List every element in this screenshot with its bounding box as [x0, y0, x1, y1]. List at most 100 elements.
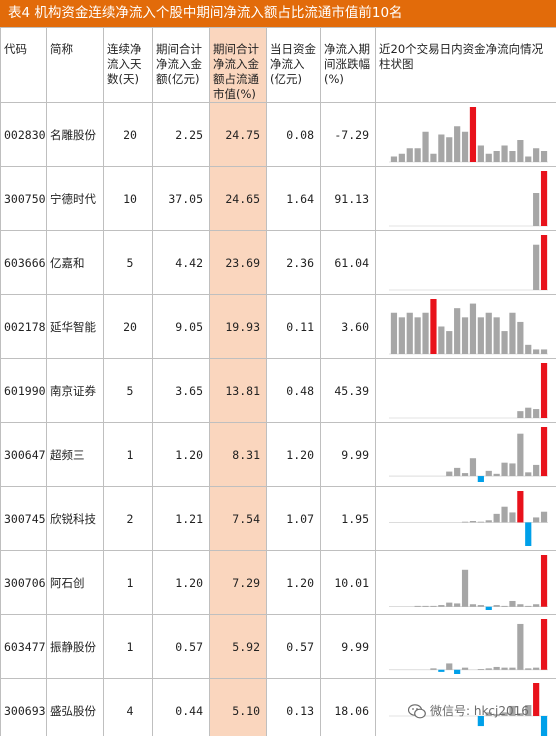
cell-flow-chart: [375, 550, 556, 615]
flow-bar: [461, 569, 469, 607]
flow-bar: [446, 331, 453, 354]
table-row: 601990 南京证券 5 3.65 13.81 0.48 45.39: [0, 358, 556, 423]
flow-bar: [533, 604, 540, 607]
flow-bar: [517, 713, 524, 716]
flow-bar: [438, 669, 445, 672]
flow-bar: [533, 349, 540, 354]
flow-bar: [533, 517, 540, 523]
flow-bar: [509, 312, 516, 354]
flow-bar: [509, 463, 516, 477]
flow-bar: [533, 464, 540, 477]
flow-bar: [540, 511, 548, 523]
cell-ratio: 7.29: [209, 550, 267, 615]
flow-bar: [406, 312, 413, 354]
flow-bar: [540, 349, 548, 354]
cell-today: 1.20: [266, 422, 321, 487]
table-body: 002830 名雕股份 20 2.25 24.75 0.08 -7.29 300750 宁德时代…: [0, 102, 556, 736]
flow-bar: [509, 600, 516, 607]
flow-bar: [533, 683, 540, 716]
header-ratio: 期间合计净流入金额占流通市值(%): [209, 27, 267, 103]
cell-flow-chart: [375, 166, 556, 231]
table-row: 603477 振静股份 1 0.57 5.92 0.57 9.99: [0, 614, 556, 679]
cell-today: 1.20: [266, 550, 321, 615]
flow-bar: [525, 605, 532, 607]
cell-flow-chart: [375, 102, 556, 167]
cell-code: 300745: [0, 486, 47, 551]
cell-change: -7.29: [320, 102, 376, 167]
flow-bar: [438, 605, 445, 607]
cell-flow-chart: [375, 678, 556, 736]
flow-bar: [509, 151, 516, 162]
cell-today: 0.11: [266, 294, 321, 359]
wechat-icon: [408, 704, 426, 719]
flow-bar: [414, 148, 421, 162]
flow-bar: [501, 667, 508, 670]
flow-bar: [517, 604, 524, 607]
header-row: 代码 简称 连续净流入天数(天) 期间合计净流入金额(亿元) 期间合计净流入金额…: [0, 27, 556, 103]
flow-bar: [493, 605, 500, 607]
cell-code: 603666: [0, 230, 47, 295]
cell-code: 601990: [0, 358, 47, 423]
header-change: 净流入期间涨跌幅(%): [320, 27, 376, 103]
flow-bar: [485, 312, 492, 354]
watermark-text: 微信号: hkcj2016: [430, 704, 529, 718]
cell-code: 300693: [0, 678, 47, 736]
cell-ratio: 5.92: [209, 614, 267, 679]
flow-bar: [446, 137, 453, 162]
flow-bar-chart: [389, 427, 548, 482]
header-today: 当日资金净流入(亿元): [266, 27, 321, 103]
flow-bar: [509, 512, 516, 523]
flow-bar: [406, 148, 413, 162]
cell-name: 南京证券: [46, 358, 104, 423]
cell-days: 1: [103, 614, 153, 679]
flow-bar: [477, 716, 484, 727]
cell-code: 603477: [0, 614, 47, 679]
flow-bar: [517, 411, 524, 419]
flow-bar: [540, 619, 548, 670]
header-chart: 近20个交易日内资金净流向情况柱状图: [375, 27, 556, 103]
flow-bar: [540, 235, 548, 290]
flow-bar: [461, 317, 469, 354]
flow-bar: [422, 131, 429, 162]
cell-today: 1.07: [266, 486, 321, 551]
cell-amount: 9.05: [152, 294, 210, 359]
flow-bar: [430, 153, 437, 162]
flow-bar: [485, 470, 492, 477]
flow-bar: [477, 521, 484, 523]
flow-bar: [501, 331, 508, 354]
cell-days: 2: [103, 486, 153, 551]
flow-bar: [454, 467, 461, 477]
cell-today: 0.13: [266, 678, 321, 736]
cell-today: 1.64: [266, 166, 321, 231]
header-amount: 期间合计净流入金额(亿元): [152, 27, 210, 103]
cell-code: 002178: [0, 294, 47, 359]
cell-amount: 37.05: [152, 166, 210, 231]
flow-bar: [533, 148, 540, 162]
flow-bar: [454, 603, 461, 607]
flow-bar: [525, 705, 532, 716]
cell-name: 延华智能: [46, 294, 104, 359]
cell-name: 宁德时代: [46, 166, 104, 231]
cell-name: 亿嘉和: [46, 230, 104, 295]
flow-bar: [501, 605, 508, 607]
flow-bar-chart: [389, 619, 548, 674]
table-row: 300706 阿石创 1 1.20 7.29 1.20 10.01: [0, 550, 556, 615]
flow-bar: [422, 312, 429, 354]
cell-days: 5: [103, 358, 153, 423]
cell-change: 61.04: [320, 230, 376, 295]
header-name: 简称: [46, 27, 104, 103]
flow-bar: [469, 107, 477, 162]
flow-bar: [485, 668, 492, 670]
flow-bar: [461, 521, 469, 523]
flow-bar: [469, 521, 477, 523]
cell-today: 0.48: [266, 358, 321, 423]
table-row: 002178 延华智能 20 9.05 19.93 0.11 3.60: [0, 294, 556, 359]
cell-amount: 0.44: [152, 678, 210, 736]
header-days: 连续净流入天数(天): [103, 27, 153, 103]
flow-bar: [517, 623, 524, 670]
flow-bar: [438, 326, 445, 354]
cell-change: 18.06: [320, 678, 376, 736]
cell-flow-chart: [375, 486, 556, 551]
cell-ratio: 5.10: [209, 678, 267, 736]
cell-code: 002830: [0, 102, 47, 167]
